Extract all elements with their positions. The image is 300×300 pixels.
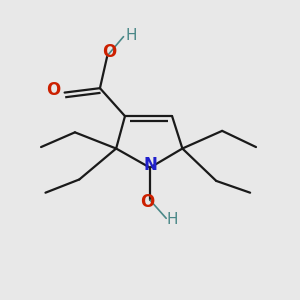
Text: O: O <box>140 194 154 211</box>
Text: N: N <box>143 156 157 174</box>
Text: O: O <box>103 43 117 61</box>
Text: H: H <box>125 28 136 43</box>
Text: H: H <box>167 212 178 227</box>
Text: O: O <box>46 81 61 99</box>
